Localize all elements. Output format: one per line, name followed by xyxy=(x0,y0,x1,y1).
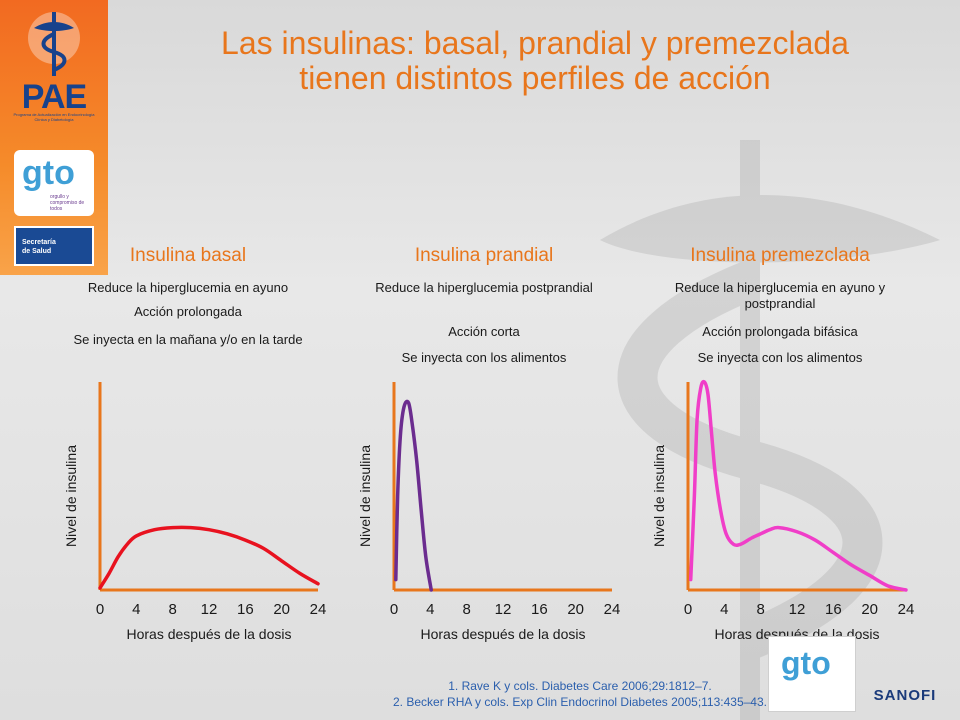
panel-title-premezclada: Insulina premezclada xyxy=(690,245,870,266)
sanofi-logo: SANOFI xyxy=(873,687,937,704)
x-tick-label-premezclada: 8 xyxy=(756,601,764,618)
references: 1. Rave K y cols. Diabetes Care 2006;29:… xyxy=(320,678,840,710)
x-tick-label-basal: 0 xyxy=(96,601,104,618)
x-tick-label-prandial: 8 xyxy=(462,601,470,618)
title-line1: Las insulinas: basal, prandial y premezc… xyxy=(221,25,849,61)
reference-1: 1. Rave K y cols. Diabetes Care 2006;29:… xyxy=(448,679,712,693)
x-axis-label-prandial: Horas después de la dosis xyxy=(421,626,586,642)
series-line-premezclada xyxy=(688,379,908,592)
panel-desc-prandial-1: Reduce la hiperglucemia postprandial xyxy=(375,280,593,295)
x-tick-label-premezclada: 12 xyxy=(789,601,806,618)
secretaria-line1: Secretaría xyxy=(22,239,56,246)
x-tick-label-basal: 12 xyxy=(201,601,218,618)
page-title: Las insulinas: basal, prandial y premezc… xyxy=(130,26,940,96)
x-tick-label-basal: 4 xyxy=(132,601,140,618)
y-axis-label-premezclada: Nivel de insulina xyxy=(651,445,667,547)
x-tick-label-premezclada: 0 xyxy=(684,601,692,618)
chart-insulina-prandial: 0 4 8 12 16 20 24 Horas después de la dosis Nive… xyxy=(357,382,621,642)
x-tick-label-premezclada: 16 xyxy=(825,601,842,618)
series-line-prandial xyxy=(394,399,433,592)
gto-logo-subtitle: orgullo y compromiso de todos xyxy=(50,194,85,212)
panel-desc-prandial-2: Acción corta xyxy=(448,324,520,339)
gto-logo-text: gto xyxy=(22,154,75,192)
y-axis-label-prandial: Nivel de insulina xyxy=(357,445,373,547)
x-tick-label-prandial: 4 xyxy=(426,601,434,618)
panel-desc-basal-3: Se inyecta en la mañana y/o en la tarde xyxy=(73,332,303,347)
x-tick-label-prandial: 20 xyxy=(567,601,584,618)
x-tick-label-prandial: 0 xyxy=(390,601,398,618)
x-tick-label-premezclada: 20 xyxy=(861,601,878,618)
reference-2: 2. Becker RHA y cols. Exp Clin Endocrino… xyxy=(393,695,767,709)
x-tick-label-prandial: 24 xyxy=(604,601,621,618)
pae-logo: PAE xyxy=(21,78,87,116)
panel-desc-premezclada-1: Reduce la hiperglucemia en ayuno y postp… xyxy=(674,280,886,311)
x-tick-label-basal: 24 xyxy=(310,601,327,618)
pae-subtitle: Programa de Actualización en Endocrinolo… xyxy=(13,112,95,122)
x-axis-label-basal: Horas después de la dosis xyxy=(127,626,292,642)
x-tick-label-premezclada: 24 xyxy=(898,601,915,618)
y-axis-label-basal: Nivel de insulina xyxy=(63,445,79,547)
panel-title-prandial: Insulina prandial xyxy=(414,245,554,266)
panel-desc-basal-1: Reduce la hiperglucemia en ayuno xyxy=(87,280,289,295)
panel-title-basal: Insulina basal xyxy=(129,245,247,266)
panel-desc-prandial-3: Se inyecta con los alimentos xyxy=(401,350,567,365)
caduceus-watermark xyxy=(600,140,940,720)
x-tick-label-basal: 16 xyxy=(237,601,254,618)
x-tick-label-prandial: 16 xyxy=(531,601,548,618)
gto-logo-bottom: gto xyxy=(768,636,856,712)
secretaria-salud-logo: Secretaría de Salud xyxy=(14,226,94,266)
title-line2: tienen distintos perfiles de acción xyxy=(299,60,771,96)
x-tick-label-premezclada: 4 xyxy=(720,601,728,618)
x-tick-label-prandial: 12 xyxy=(495,601,512,618)
panel-desc-premezclada-2: Acción prolongada bifásica xyxy=(702,324,858,339)
panel-desc-basal-2: Acción prolongada xyxy=(134,304,242,319)
pae-emblem-icon xyxy=(28,12,80,76)
gto-logo-bottom-text: gto xyxy=(781,645,831,681)
x-tick-label-basal: 8 xyxy=(168,601,176,618)
sidebar-logos: PAE Programa de Actualización en Endocri… xyxy=(0,0,108,275)
gto-logo: gto orgullo y compromiso de todos xyxy=(14,150,94,216)
secretaria-line2: de Salud xyxy=(22,248,52,255)
chart-insulina-basal: 0 4 8 12 16 20 24 Horas después de la dosis Nive… xyxy=(63,382,327,642)
series-line-basal xyxy=(98,525,320,590)
panel-desc-premezclada-3: Se inyecta con los alimentos xyxy=(697,350,863,365)
x-tick-label-basal: 20 xyxy=(273,601,290,618)
